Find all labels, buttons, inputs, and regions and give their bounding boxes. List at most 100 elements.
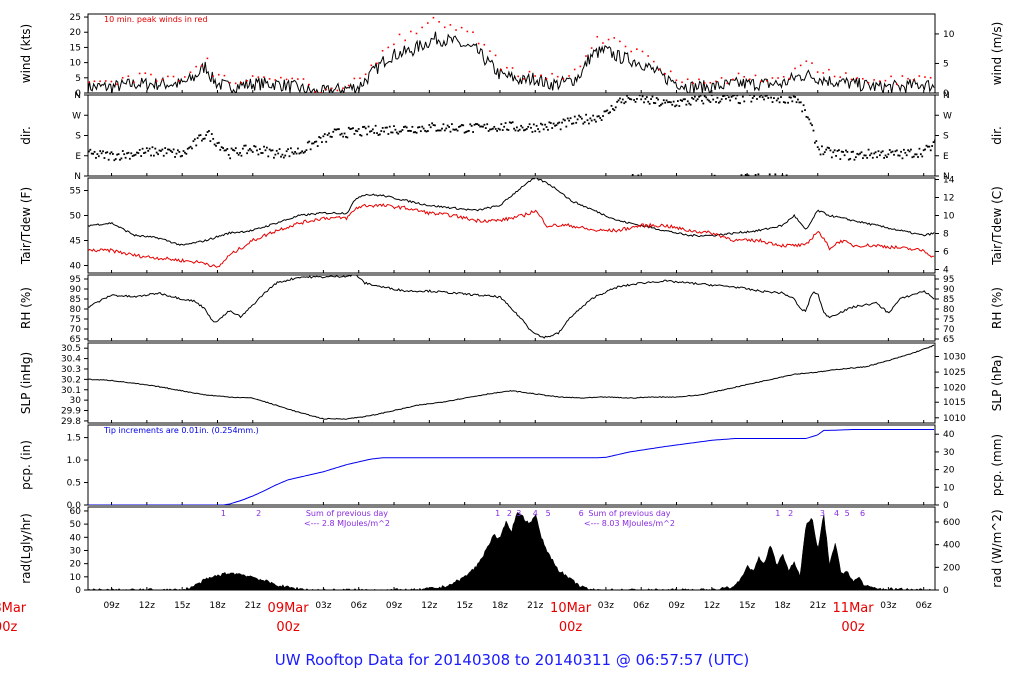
dir-point <box>528 123 531 126</box>
dir-point <box>191 147 193 150</box>
dir-point <box>791 100 794 103</box>
series-line <box>88 344 935 420</box>
peak-point <box>585 55 587 57</box>
dir-point <box>458 125 460 128</box>
dir-point <box>554 124 556 127</box>
dir-point <box>391 131 394 134</box>
dir-point <box>734 97 737 100</box>
dir-point <box>815 140 818 142</box>
tick-label-left: 10 <box>70 59 82 69</box>
dir-point <box>822 153 825 156</box>
dir-point <box>537 128 539 130</box>
dir-point <box>729 99 732 102</box>
peak-point <box>489 50 491 52</box>
peak-point <box>929 76 932 79</box>
dir-point <box>884 154 887 157</box>
peak-point <box>850 78 853 81</box>
dir-point <box>312 142 315 145</box>
time-tick-label: 06z <box>633 601 649 611</box>
dir-point <box>225 149 227 152</box>
tick-label-left: 50 <box>70 520 82 530</box>
tick-label-left: 30.2 <box>61 375 81 385</box>
dir-point <box>924 148 926 151</box>
dir-point <box>285 150 288 153</box>
dir-point <box>596 115 599 118</box>
peak-point <box>539 74 542 77</box>
peak-point <box>472 31 474 34</box>
tick-label-left: 29.9 <box>61 407 81 417</box>
dir-point <box>301 150 304 153</box>
dir-point <box>660 103 662 106</box>
dir-point <box>189 145 192 148</box>
tick-label-left: 55 <box>70 187 81 197</box>
dir-point <box>549 122 552 124</box>
dir-point <box>227 153 230 156</box>
dir-point <box>716 96 719 99</box>
dir-point <box>152 154 155 157</box>
dir-point <box>898 154 901 157</box>
dir-point <box>394 128 397 131</box>
dir-point <box>284 154 287 157</box>
dir-point <box>370 130 373 133</box>
dir-point <box>902 148 905 151</box>
dir-point <box>366 133 369 136</box>
dir-point <box>398 130 401 133</box>
tick-label-right: 85 <box>943 295 954 305</box>
dir-point <box>254 145 257 148</box>
peak-point <box>636 48 638 50</box>
dir-point <box>825 148 828 151</box>
dir-point <box>431 122 434 125</box>
dir-point <box>363 125 366 128</box>
dir-point <box>541 123 544 126</box>
time-tick-label: 12z <box>704 601 720 611</box>
tick-label-left: 30 <box>70 546 82 556</box>
dir-point <box>829 149 832 152</box>
dir-point <box>500 123 503 126</box>
dir-point <box>852 150 854 153</box>
dir-point <box>876 156 878 159</box>
dir-point <box>647 100 650 103</box>
dir-point <box>877 150 880 153</box>
peak-point <box>862 77 864 80</box>
hour-marker: 4 <box>533 509 538 518</box>
dir-point <box>688 102 691 105</box>
dir-point <box>326 134 329 136</box>
dir-point <box>797 98 799 101</box>
dir-point <box>665 99 668 102</box>
dir-point <box>171 151 174 154</box>
dir-point <box>469 123 472 126</box>
dir-point <box>684 98 686 101</box>
peak-point <box>302 78 305 80</box>
tick-label-left: 75 <box>70 315 81 325</box>
dir-point <box>491 127 494 130</box>
peak-point <box>200 65 203 67</box>
dir-point <box>232 149 234 151</box>
dir-point <box>97 155 100 158</box>
dir-point <box>452 128 455 131</box>
series-line <box>88 429 935 505</box>
peak-point <box>782 75 785 78</box>
dir-point <box>819 153 822 156</box>
time-tick-label: 18z <box>774 601 790 611</box>
dir-point <box>401 129 404 131</box>
hour-marker: 2 <box>256 509 261 518</box>
time-tick-label: 12z <box>421 601 437 611</box>
hour-marker: 2 <box>507 509 512 518</box>
dir-point <box>808 118 811 121</box>
dir-point <box>720 98 723 101</box>
dir-point <box>612 108 614 110</box>
peak-point <box>658 68 661 71</box>
dir-point <box>127 151 130 154</box>
dir-point <box>600 119 603 121</box>
dir-point <box>705 96 708 99</box>
dir-point <box>901 157 904 160</box>
dir-point <box>157 153 160 156</box>
dir-point <box>93 150 96 153</box>
dir-point <box>866 156 869 159</box>
dir-point <box>404 125 407 128</box>
dir-point <box>563 119 566 122</box>
hour-marker: 3 <box>516 509 521 518</box>
dir-point <box>261 152 264 154</box>
dir-point <box>679 99 682 102</box>
tick-label-right: 4 <box>943 266 949 276</box>
